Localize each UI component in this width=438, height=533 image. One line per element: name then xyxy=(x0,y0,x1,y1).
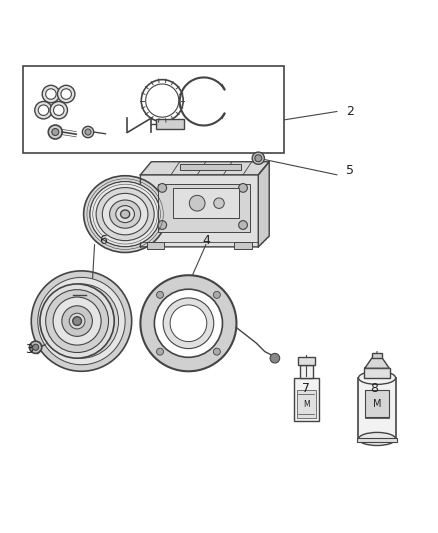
Text: 4: 4 xyxy=(202,234,210,247)
Text: 7: 7 xyxy=(302,382,310,395)
Text: 8: 8 xyxy=(370,382,378,395)
Bar xyxy=(300,365,313,378)
Circle shape xyxy=(31,271,132,372)
Circle shape xyxy=(29,341,42,353)
Circle shape xyxy=(239,221,247,229)
Ellipse shape xyxy=(358,432,396,446)
Bar xyxy=(372,353,382,358)
Circle shape xyxy=(239,183,247,192)
Circle shape xyxy=(154,289,223,357)
Ellipse shape xyxy=(358,372,396,384)
Circle shape xyxy=(35,101,52,119)
Circle shape xyxy=(252,152,265,164)
Bar xyxy=(158,183,250,231)
Bar xyxy=(364,368,390,378)
Text: 5: 5 xyxy=(346,164,354,177)
Circle shape xyxy=(40,284,114,358)
Circle shape xyxy=(170,305,207,342)
Circle shape xyxy=(38,277,125,365)
Text: M: M xyxy=(303,400,310,408)
Bar xyxy=(180,164,241,169)
Bar xyxy=(294,378,318,422)
Bar xyxy=(147,243,164,249)
Text: 6: 6 xyxy=(99,234,107,247)
Circle shape xyxy=(213,292,220,298)
Circle shape xyxy=(156,348,163,355)
Circle shape xyxy=(69,313,85,329)
Circle shape xyxy=(48,125,62,139)
Circle shape xyxy=(163,298,214,349)
Text: 3: 3 xyxy=(25,343,33,356)
Circle shape xyxy=(61,89,71,99)
Circle shape xyxy=(32,344,39,350)
Bar xyxy=(357,438,397,442)
Circle shape xyxy=(38,105,49,116)
Circle shape xyxy=(189,195,205,211)
Circle shape xyxy=(214,198,224,208)
Ellipse shape xyxy=(90,182,160,247)
Circle shape xyxy=(72,311,91,330)
Circle shape xyxy=(46,289,109,352)
Bar xyxy=(234,243,252,249)
Polygon shape xyxy=(141,175,269,247)
Circle shape xyxy=(156,292,163,298)
Bar xyxy=(173,188,239,219)
Polygon shape xyxy=(365,358,389,368)
Circle shape xyxy=(46,89,56,99)
Bar xyxy=(358,378,396,439)
Bar xyxy=(22,66,285,153)
Circle shape xyxy=(64,304,99,338)
Text: 1: 1 xyxy=(141,208,149,221)
Polygon shape xyxy=(258,161,269,247)
Bar xyxy=(297,357,315,365)
Circle shape xyxy=(73,317,81,326)
Circle shape xyxy=(52,128,59,135)
Polygon shape xyxy=(141,161,269,175)
Circle shape xyxy=(44,284,119,358)
Circle shape xyxy=(57,85,75,103)
Circle shape xyxy=(158,221,166,229)
Bar xyxy=(155,119,184,129)
Circle shape xyxy=(42,85,60,103)
Bar xyxy=(365,390,389,417)
Circle shape xyxy=(270,353,280,363)
Ellipse shape xyxy=(116,206,134,223)
Circle shape xyxy=(53,297,101,345)
Text: M: M xyxy=(373,399,381,409)
Circle shape xyxy=(51,290,112,352)
Circle shape xyxy=(62,306,92,336)
Circle shape xyxy=(53,105,64,116)
Circle shape xyxy=(57,297,106,345)
Ellipse shape xyxy=(96,188,154,241)
Circle shape xyxy=(158,183,166,192)
Ellipse shape xyxy=(110,200,141,228)
Ellipse shape xyxy=(84,176,166,253)
Circle shape xyxy=(213,348,220,355)
Circle shape xyxy=(50,101,67,119)
Ellipse shape xyxy=(120,210,130,218)
Circle shape xyxy=(82,126,94,138)
Circle shape xyxy=(85,129,91,135)
Circle shape xyxy=(255,155,262,161)
Ellipse shape xyxy=(102,193,148,235)
Circle shape xyxy=(141,275,237,372)
Bar xyxy=(297,390,316,418)
Text: 2: 2 xyxy=(346,105,354,118)
